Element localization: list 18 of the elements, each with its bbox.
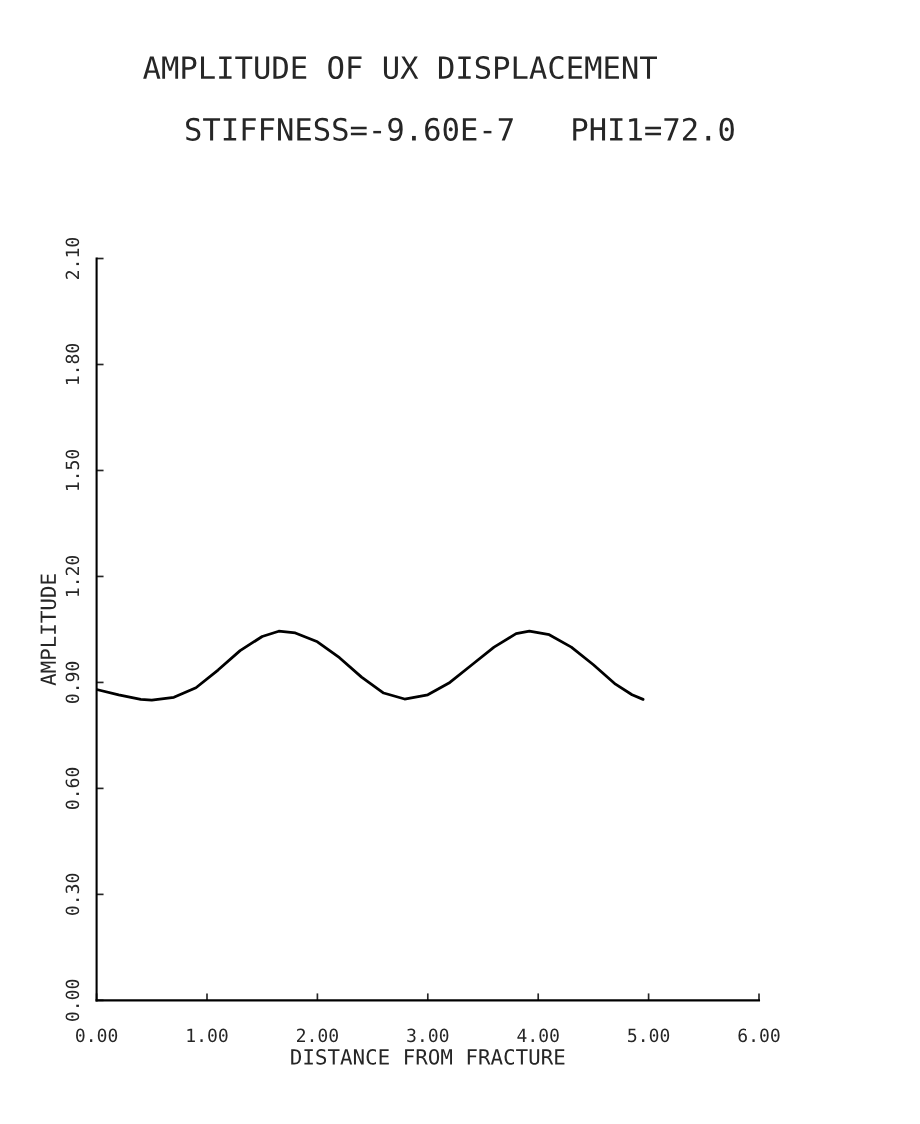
chart-subtitle: STIFFNESS=-9.60E-7 PHI1=72.0 bbox=[186, 117, 734, 141]
y-tick-label: 1.80 bbox=[65, 343, 80, 385]
y-tick-label: 0.30 bbox=[65, 873, 80, 915]
y-axis-title: AMPLITUDE bbox=[40, 574, 57, 686]
y-tick-label: 1.20 bbox=[65, 555, 80, 597]
x-tick-label: 5.00 bbox=[628, 1028, 670, 1043]
y-tick-label: 2.10 bbox=[65, 237, 80, 279]
x-tick-label: 2.00 bbox=[297, 1028, 338, 1043]
x-tick-label: 3.00 bbox=[407, 1028, 449, 1043]
x-tick-label: 6.00 bbox=[738, 1028, 780, 1043]
x-tick-label: 0.00 bbox=[76, 1028, 118, 1043]
x-tick-label: 4.00 bbox=[517, 1028, 559, 1043]
x-tick-label: 1.00 bbox=[187, 1028, 228, 1043]
chart-title: AMPLITUDE OF UX DISPLACEMENT bbox=[143, 56, 657, 80]
y-tick-label: 1.50 bbox=[65, 449, 80, 491]
y-tick-label: 0.90 bbox=[65, 661, 80, 703]
y-tick-label: 0.60 bbox=[65, 767, 80, 809]
x-axis-title: DISTANCE FROM FRACTURE bbox=[291, 1048, 565, 1065]
